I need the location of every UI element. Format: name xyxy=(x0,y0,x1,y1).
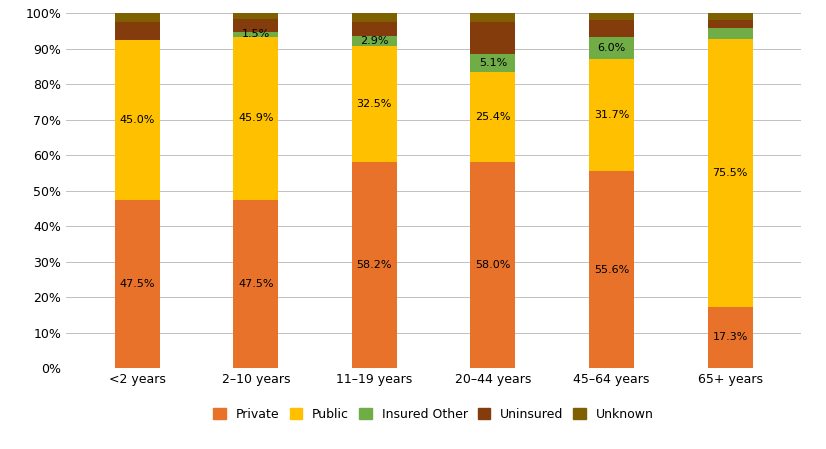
Text: 58.0%: 58.0% xyxy=(475,260,510,270)
Bar xyxy=(115,200,159,368)
Bar xyxy=(471,163,515,368)
Bar xyxy=(708,19,752,28)
Bar xyxy=(352,162,397,368)
Bar xyxy=(471,13,515,22)
Bar xyxy=(589,171,634,368)
Bar xyxy=(589,19,634,37)
Bar xyxy=(589,13,634,19)
Text: 5.1%: 5.1% xyxy=(479,58,507,68)
Text: 2.9%: 2.9% xyxy=(360,36,388,46)
Bar xyxy=(708,13,752,19)
Text: 1.5%: 1.5% xyxy=(242,29,270,39)
Bar xyxy=(233,19,278,31)
Bar xyxy=(352,22,397,36)
Text: 47.5%: 47.5% xyxy=(238,279,273,289)
Bar xyxy=(233,200,278,368)
Text: 25.4%: 25.4% xyxy=(475,112,510,123)
Bar xyxy=(708,39,752,307)
Text: 45.0%: 45.0% xyxy=(120,115,155,125)
Bar xyxy=(352,46,397,162)
Text: 55.6%: 55.6% xyxy=(594,264,629,275)
Text: 6.0%: 6.0% xyxy=(597,43,625,53)
Bar xyxy=(115,40,159,200)
Bar xyxy=(589,58,634,171)
Bar xyxy=(352,36,397,46)
Text: 58.2%: 58.2% xyxy=(357,260,392,270)
Text: 47.5%: 47.5% xyxy=(120,279,155,289)
Text: 31.7%: 31.7% xyxy=(594,110,629,120)
Text: 17.3%: 17.3% xyxy=(712,333,748,343)
Legend: Private, Public, Insured Other, Uninsured, Unknown: Private, Public, Insured Other, Uninsure… xyxy=(208,403,659,426)
Bar xyxy=(233,37,278,200)
Text: 75.5%: 75.5% xyxy=(712,168,748,178)
Bar xyxy=(352,13,397,22)
Bar xyxy=(233,13,278,19)
Bar xyxy=(708,28,752,39)
Bar xyxy=(589,37,634,58)
Bar xyxy=(115,13,159,22)
Text: 45.9%: 45.9% xyxy=(238,113,273,123)
Bar xyxy=(471,72,515,163)
Bar xyxy=(471,22,515,54)
Text: 32.5%: 32.5% xyxy=(357,99,392,109)
Bar xyxy=(471,54,515,72)
Bar xyxy=(115,22,159,40)
Bar xyxy=(233,31,278,37)
Bar xyxy=(708,307,752,368)
